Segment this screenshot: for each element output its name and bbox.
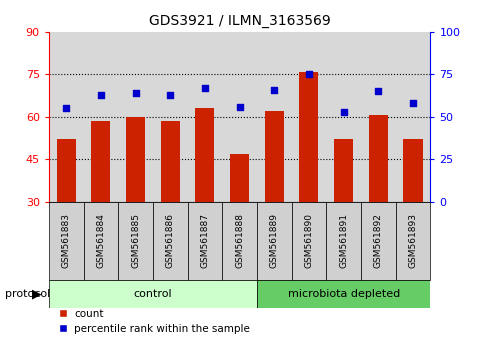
Text: GSM561883: GSM561883 <box>61 213 71 268</box>
Point <box>235 104 243 109</box>
Text: control: control <box>133 289 172 299</box>
Bar <box>333 139 352 287</box>
Bar <box>230 154 249 287</box>
FancyBboxPatch shape <box>49 202 83 280</box>
FancyBboxPatch shape <box>360 202 395 280</box>
FancyBboxPatch shape <box>153 202 187 280</box>
Text: GSM561885: GSM561885 <box>131 213 140 268</box>
Bar <box>368 115 387 287</box>
Text: GSM561888: GSM561888 <box>235 213 244 268</box>
Point <box>270 87 278 92</box>
Point <box>339 109 347 115</box>
FancyBboxPatch shape <box>325 202 360 280</box>
Text: GSM561886: GSM561886 <box>165 213 174 268</box>
Text: GSM561890: GSM561890 <box>304 213 313 268</box>
Text: protocol: protocol <box>5 289 50 299</box>
Bar <box>299 72 318 287</box>
Point <box>201 85 208 91</box>
Bar <box>403 139 422 287</box>
Text: GSM561889: GSM561889 <box>269 213 278 268</box>
Point <box>305 72 312 77</box>
FancyBboxPatch shape <box>118 202 153 280</box>
FancyBboxPatch shape <box>395 202 429 280</box>
Bar <box>91 121 110 287</box>
Bar <box>195 108 214 287</box>
FancyBboxPatch shape <box>291 202 325 280</box>
Text: GSM561893: GSM561893 <box>407 213 417 268</box>
Text: GSM561884: GSM561884 <box>96 213 105 268</box>
FancyBboxPatch shape <box>187 202 222 280</box>
FancyBboxPatch shape <box>83 202 118 280</box>
Bar <box>161 121 180 287</box>
FancyBboxPatch shape <box>222 202 256 280</box>
Point <box>97 92 104 98</box>
Text: GSM561887: GSM561887 <box>200 213 209 268</box>
Bar <box>126 117 145 287</box>
Point <box>374 88 382 94</box>
FancyBboxPatch shape <box>256 280 429 308</box>
FancyBboxPatch shape <box>49 280 256 308</box>
Point <box>131 90 139 96</box>
Title: GDS3921 / ILMN_3163569: GDS3921 / ILMN_3163569 <box>148 14 330 28</box>
Legend: count, percentile rank within the sample: count, percentile rank within the sample <box>54 305 253 338</box>
Point <box>408 101 416 106</box>
Point <box>166 92 174 98</box>
FancyBboxPatch shape <box>256 202 291 280</box>
Text: ▶: ▶ <box>32 287 41 300</box>
Point <box>62 105 70 111</box>
Text: GSM561892: GSM561892 <box>373 213 382 268</box>
Text: microbiota depleted: microbiota depleted <box>287 289 399 299</box>
Text: GSM561891: GSM561891 <box>339 213 347 268</box>
Bar <box>264 111 283 287</box>
Bar <box>57 139 76 287</box>
